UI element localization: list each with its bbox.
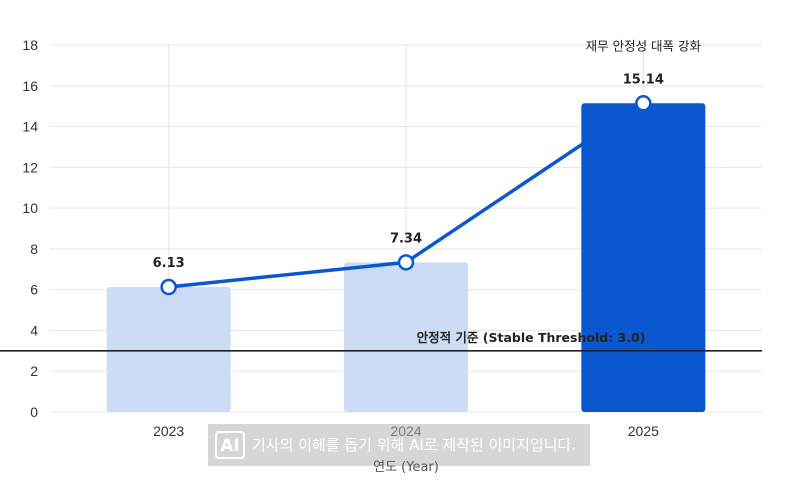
watermark-badge-box <box>215 431 245 459</box>
bar-layer <box>106 103 706 412</box>
y-tick-label: 16 <box>22 78 38 94</box>
y-tick-label: 18 <box>22 37 38 53</box>
threshold-label: 안정적 기준 (Stable Threshold: 3.0) <box>417 330 646 345</box>
value-label-2025: 15.14 <box>623 72 664 87</box>
value-label-2023: 6.13 <box>153 256 185 271</box>
y-tick-label: 4 <box>30 322 38 338</box>
annotation-label: 재무 안정성 대폭 강화 <box>586 38 702 53</box>
x-tick-label-2023: 2023 <box>153 423 184 439</box>
bar-2025 <box>581 103 706 412</box>
y-tick-label: 2 <box>30 363 38 379</box>
y-tick-label: 12 <box>22 159 38 175</box>
point-2023 <box>160 278 177 296</box>
label-layer: 6.13 7.34 15.14 재무 안정성 대폭 강화 <box>153 38 702 271</box>
watermark-badge: AI <box>220 436 239 456</box>
y-tick-label: 10 <box>22 200 38 216</box>
y-tick-label: 6 <box>30 282 38 298</box>
point-2024 <box>397 254 415 271</box>
point-2025 <box>635 95 652 112</box>
watermark-background <box>208 424 590 466</box>
y-tick-label: 8 <box>30 241 38 257</box>
bar-2024 <box>344 262 468 412</box>
x-axis-title: 연도 (Year) <box>373 460 439 475</box>
bar-2023 <box>106 287 231 412</box>
line-layer <box>160 95 652 296</box>
y-tick-label: 14 <box>22 119 38 135</box>
value-label-2024: 7.34 <box>390 231 422 246</box>
y-tick-label: 0 <box>30 404 38 420</box>
threshold-layer: 안정적 기준 (Stable Threshold: 3.0) <box>0 330 762 352</box>
ai-watermark: AI 기사의 이해를 돕기 위해 AI로 제작된 이미지입니다. <box>208 424 590 466</box>
x-tick-label-2025: 2025 <box>628 423 659 439</box>
watermark-text: 기사의 이해를 돕기 위해 AI로 제작된 이미지입니다. <box>252 436 576 454</box>
